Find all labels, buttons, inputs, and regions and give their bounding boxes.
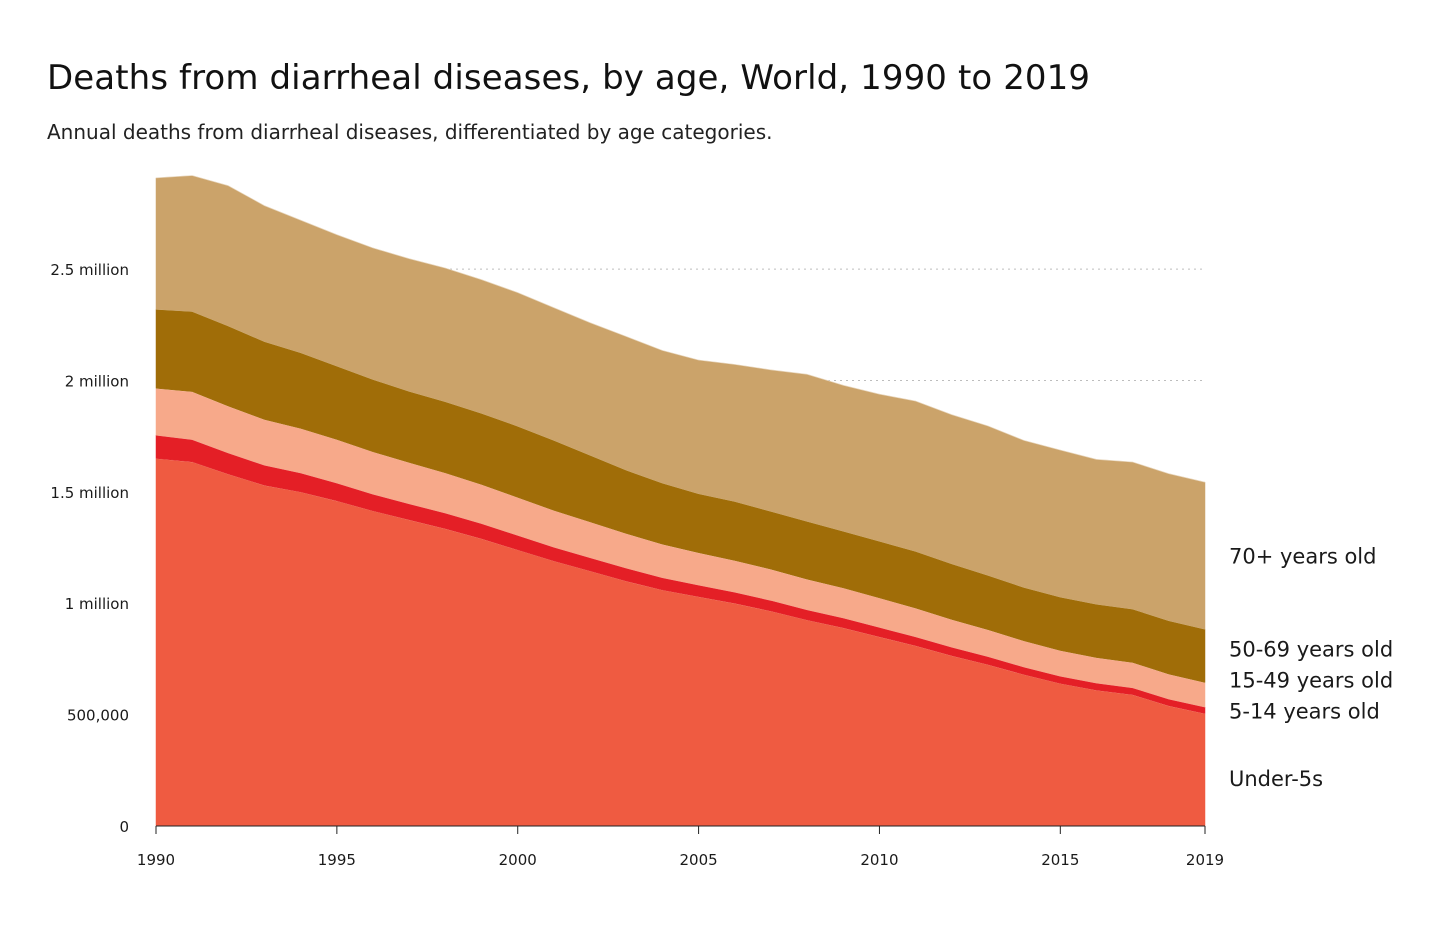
y-tick-label: 0 <box>119 818 129 836</box>
y-tick-label: 1.5 million <box>50 484 129 502</box>
y-tick-label: 2.5 million <box>50 261 129 279</box>
x-tick-label: 2010 <box>860 851 898 869</box>
x-tick-label: 2000 <box>499 851 537 869</box>
chart-subtitle: Annual deaths from diarrheal diseases, d… <box>47 120 773 144</box>
y-tick-label: 500,000 <box>67 707 129 725</box>
axes: 0 500,000 1 million 1.5 million 2 million 2.5… <box>50 261 1224 869</box>
legend-label-50-69-years-old: 50-69 years old <box>1229 637 1393 661</box>
x-tick-label: 1995 <box>318 851 356 869</box>
y-tick-label: 2 million <box>65 372 129 390</box>
y-tick-label: 1 million <box>65 595 129 613</box>
legend: Under-5s 5-14 years old 15-49 years old 50-… <box>1229 545 1393 791</box>
area-series <box>155 175 1206 827</box>
legend-label-70-years-old: 70+ years old <box>1229 545 1376 569</box>
x-tick-label: 2005 <box>679 851 717 869</box>
area-edge-70-years-old <box>155 175 1206 483</box>
x-tick-label: 1990 <box>137 851 175 869</box>
x-tick-label: 2019 <box>1186 851 1224 869</box>
legend-label-5-14-years-old: 5-14 years old <box>1229 699 1380 723</box>
legend-label-under-5s: Under-5s <box>1229 767 1323 791</box>
x-tick-label: 2015 <box>1041 851 1079 869</box>
legend-label-15-49-years-old: 15-49 years old <box>1229 668 1393 692</box>
chart-title: Deaths from diarrheal diseases, by age, … <box>47 58 1091 98</box>
